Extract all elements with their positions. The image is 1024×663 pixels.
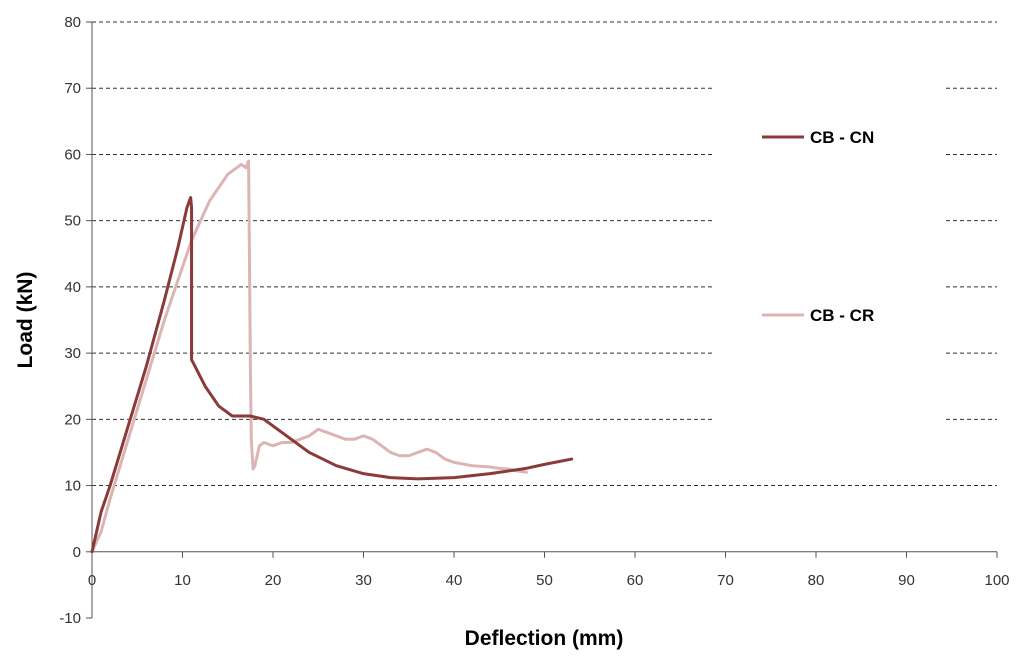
legend-label: CB - CR (810, 306, 874, 325)
gridlines (92, 21, 997, 487)
legend-label: CB - CN (810, 128, 874, 147)
y-tick-label: 50 (64, 213, 81, 230)
series-cb-cn-line (90, 195, 574, 554)
x-tick-label: 30 (355, 572, 372, 589)
x-tick-label: 100 (984, 572, 1009, 589)
y-tick-label: -10 (59, 610, 81, 627)
series-cb-cr-line (90, 159, 528, 554)
x-tick-label: 70 (717, 572, 734, 589)
x-axis-title: Deflection (mm) (465, 627, 624, 650)
x-tick-label: 20 (265, 572, 282, 589)
legend-box (712, 62, 944, 432)
legend: CB - CN CB - CR (712, 62, 944, 432)
y-tick-label: 40 (64, 279, 81, 296)
x-tick-label: 40 (446, 572, 463, 589)
x-tick-label: 60 (627, 572, 644, 589)
y-tick-label: 10 (64, 478, 81, 495)
axes: -10 0 10 20 30 40 50 60 70 80 0 10 20 30 40 50 60 70 80 90 1… (59, 14, 1009, 627)
y-axis-title: Load (kN) (14, 272, 37, 369)
x-tick-label: 90 (898, 572, 915, 589)
x-tick-label: 10 (174, 572, 191, 589)
x-tick-label: 80 (808, 572, 825, 589)
y-tick-label: 70 (64, 80, 81, 97)
y-tick-label: 60 (64, 146, 81, 163)
y-tick-label: 20 (64, 411, 81, 428)
x-tick-label: 50 (536, 572, 553, 589)
data-series (90, 159, 574, 554)
y-tick-label: 0 (73, 544, 81, 561)
y-tick-label: 80 (64, 14, 81, 31)
y-tick-label: 30 (64, 345, 81, 362)
x-tick-label: 0 (88, 572, 96, 589)
